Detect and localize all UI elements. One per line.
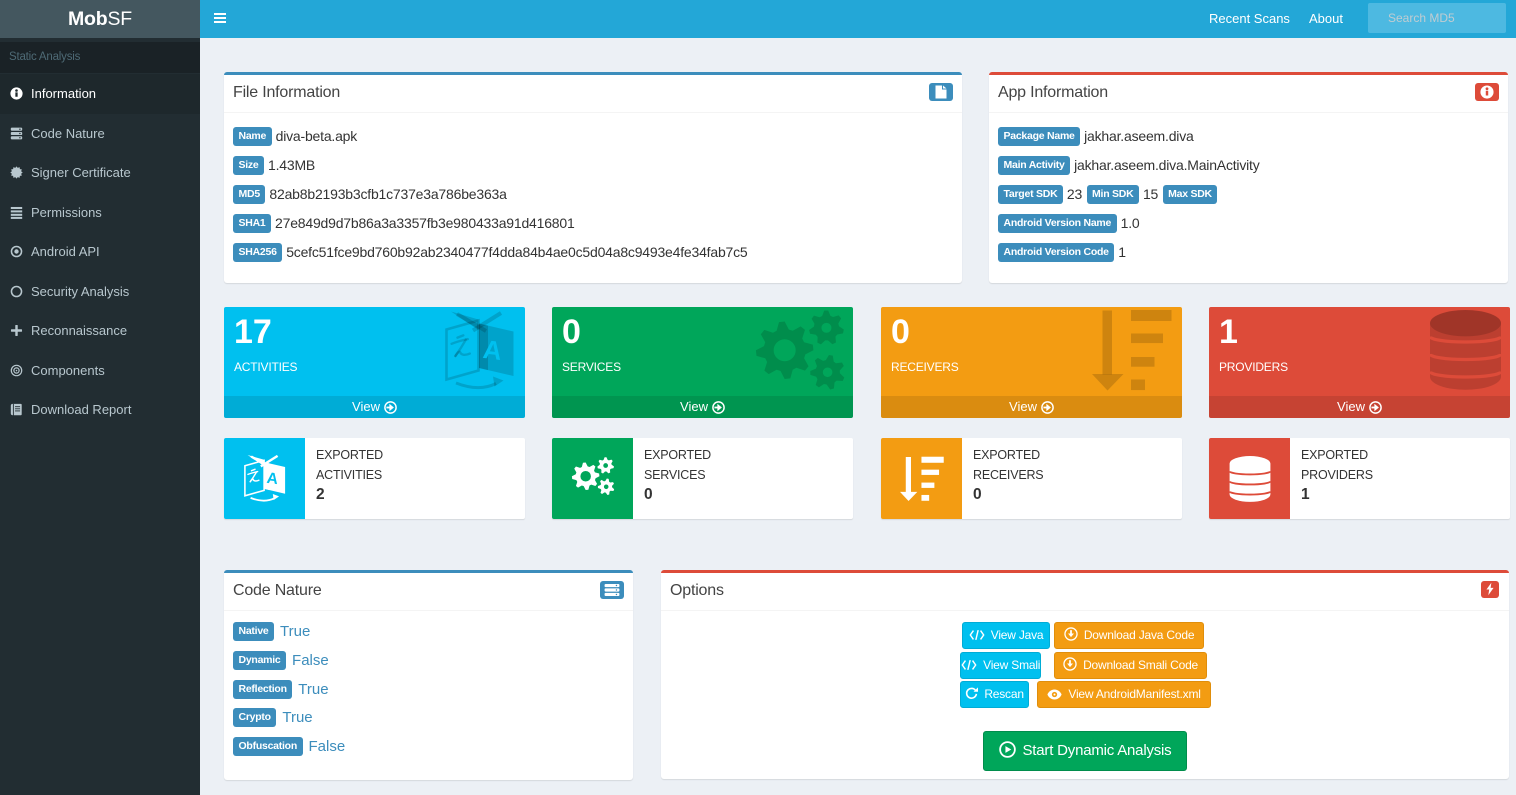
- svg-text:A: A: [481, 334, 504, 366]
- svg-text:A: A: [265, 469, 278, 487]
